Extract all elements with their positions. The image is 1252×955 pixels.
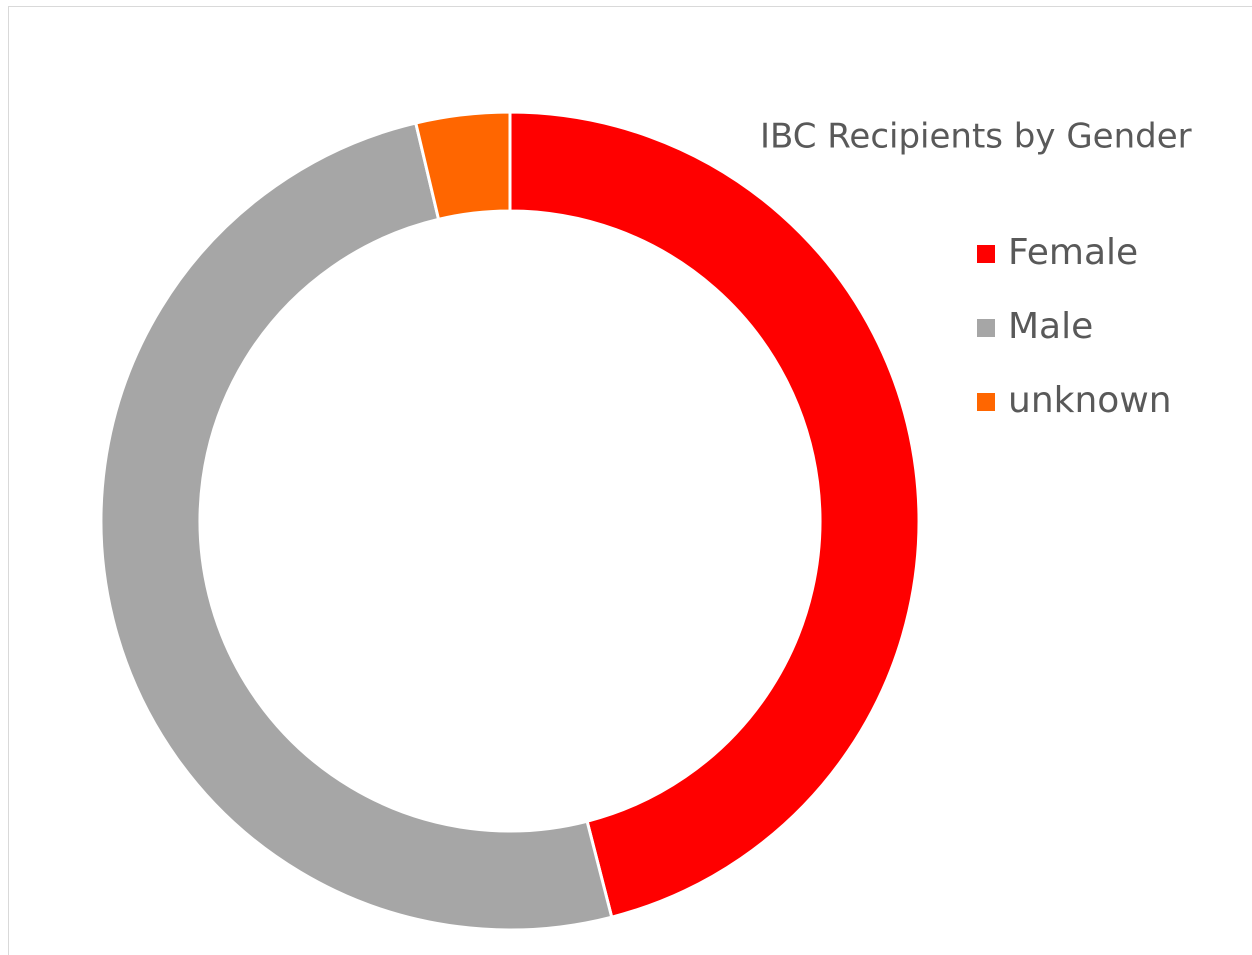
legend-swatch	[977, 245, 995, 263]
legend-label: unknown	[1008, 380, 1172, 421]
donut-segment	[413, 110, 512, 222]
legend-swatch	[977, 393, 995, 411]
legend-swatch	[977, 319, 995, 337]
chart-title: IBC Recipients by Gender	[760, 117, 1192, 157]
donut-segment	[99, 121, 614, 932]
donut-segment	[508, 110, 921, 919]
legend-label: Male	[1008, 306, 1093, 347]
legend-label: Female	[1008, 232, 1138, 273]
